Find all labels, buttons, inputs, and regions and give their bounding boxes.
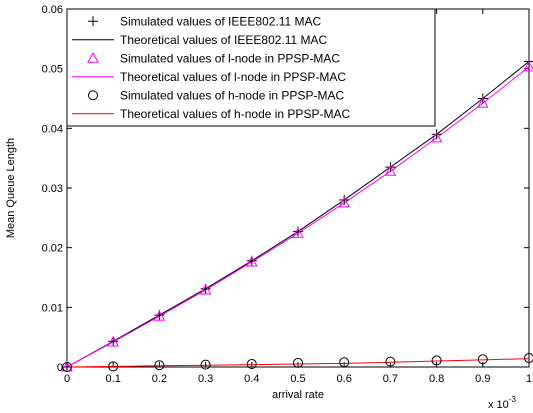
data-point-simulated-values-of-h-node-in-ppsp-mac: [431, 355, 442, 366]
data-point-simulated-values-of-l-node-in-ppsp-mac: [338, 196, 351, 208]
x-tick-label: 0.9: [475, 373, 490, 385]
legend-label: Theoretical values of IEEE802.11 MAC: [120, 33, 328, 47]
series-layer: [61, 56, 533, 372]
y-tick-label: 0.02: [42, 243, 63, 255]
legend-box: [66, 8, 436, 127]
data-point-simulated-values-of-h-node-in-ppsp-mac: [108, 361, 119, 372]
data-point-simulated-values-of-h-node-in-ppsp-mac: [477, 354, 488, 365]
y-axis-label: Mean Queue Length: [5, 138, 17, 238]
data-point-simulated-values-of-h-node-in-ppsp-mac: [339, 357, 350, 368]
x-axis-exponent: x 10-3: [488, 395, 516, 411]
data-point-simulated-values-of-h-node-in-ppsp-mac: [246, 359, 257, 370]
data-point-simulated-values-of-l-node-in-ppsp-mac: [245, 255, 258, 267]
x-tick-label: 0.5: [290, 373, 305, 385]
data-point-simulated-values-of-l-node-in-ppsp-mac: [523, 60, 533, 72]
y-tick-label: 0.03: [42, 183, 63, 195]
data-point-simulated-values-of-l-node-in-ppsp-mac: [107, 335, 120, 347]
data-point-simulated-values-of-h-node-in-ppsp-mac: [385, 356, 396, 367]
x-tick-label: 0.8: [429, 373, 444, 385]
data-point-simulated-values-of-l-node-in-ppsp-mac: [292, 227, 304, 238]
data-point-simulated-values-of-l-node-in-ppsp-mac: [199, 284, 212, 295]
y-tick-label: 0.06: [42, 4, 63, 16]
x-tick-label: 0: [64, 373, 70, 385]
legend-swatch: [87, 52, 99, 63]
data-point-simulated-values-of-h-node-in-ppsp-mac: [524, 353, 533, 364]
x-tick-label: 0.4: [244, 373, 259, 385]
x-tick-label: 0.6: [337, 373, 352, 385]
legend-swatch: [88, 90, 98, 101]
series-markers-simulated-values-of-h-node-in-ppsp-mac: [62, 353, 533, 372]
data-point-simulated-values-of-ieee802-11-mac: [108, 336, 119, 347]
x-axis-label: arrival rate: [272, 389, 324, 401]
legend: Simulated values of IEEE802.11 MAC Theore…: [66, 8, 436, 127]
series-line-theoretical-values-of-h-node-in-ppsp-mac: [66, 358, 530, 368]
legend-item-theoretical-values-of-ieee802-11-mac: Theoretical values of IEEE802.11 MAC: [72, 33, 328, 47]
legend-item-simulated-values-of-h-node-in-ppsp-mac: Simulated values of h-node in PPSP-MAC: [88, 88, 344, 102]
data-point-simulated-values-of-ieee802-11-mac: [339, 194, 350, 205]
y-tick-label: 0.05: [42, 64, 63, 76]
legend-label: Theoretical values of h-node in PPSP-MAC: [120, 107, 350, 121]
y-tick-label: 0.04: [42, 123, 63, 135]
data-point-simulated-values-of-h-node-in-ppsp-mac: [200, 359, 211, 370]
data-point-simulated-values-of-h-node-in-ppsp-mac: [293, 357, 303, 368]
x-tick-label: 0.7: [383, 373, 398, 385]
data-point-simulated-values-of-h-node-in-ppsp-mac: [154, 360, 165, 371]
legend-item-simulated-values-of-ieee802-11-mac: Simulated values of IEEE802.11 MAC: [88, 14, 322, 28]
y-tick-label: 0.01: [42, 302, 63, 314]
legend-label: Simulated values of h-node in PPSP-MAC: [120, 88, 344, 102]
legend-label: Simulated values of IEEE802.11 MAC: [120, 14, 322, 28]
legend-label: Theoretical values of l-node in PPSP-MAC: [120, 70, 346, 84]
y-tick-label: 0: [57, 362, 63, 374]
legend-swatch: [88, 16, 98, 27]
legend-item-simulated-values-of-l-node-in-ppsp-mac: Simulated values of l-node in PPSP-MAC: [87, 51, 340, 65]
x-tick-label: 1: [526, 373, 532, 385]
x-exponent-base: x 10: [488, 399, 509, 411]
x-tick-label: 0.3: [198, 373, 213, 385]
legend-label: Simulated values of l-node in PPSP-MAC: [120, 51, 340, 65]
data-point-simulated-values-of-h-node-in-ppsp-mac: [62, 362, 72, 372]
data-point-simulated-values-of-l-node-in-ppsp-mac: [476, 97, 489, 108]
data-point-simulated-values-of-l-node-in-ppsp-mac: [153, 310, 166, 321]
x-tick-label: 0.1: [106, 373, 121, 385]
data-point-simulated-values-of-ieee802-11-mac: [431, 129, 442, 140]
x-tick-label: 0.2: [152, 373, 167, 385]
data-point-simulated-values-of-l-node-in-ppsp-mac: [384, 165, 397, 176]
legend-item-theoretical-values-of-h-node-in-ppsp-mac: Theoretical values of h-node in PPSP-MAC: [72, 107, 350, 121]
legend-item-theoretical-values-of-l-node-in-ppsp-mac: Theoretical values of l-node in PPSP-MAC: [72, 70, 346, 84]
x-exponent-power: -3: [509, 395, 517, 404]
data-point-simulated-values-of-l-node-in-ppsp-mac: [430, 131, 443, 143]
